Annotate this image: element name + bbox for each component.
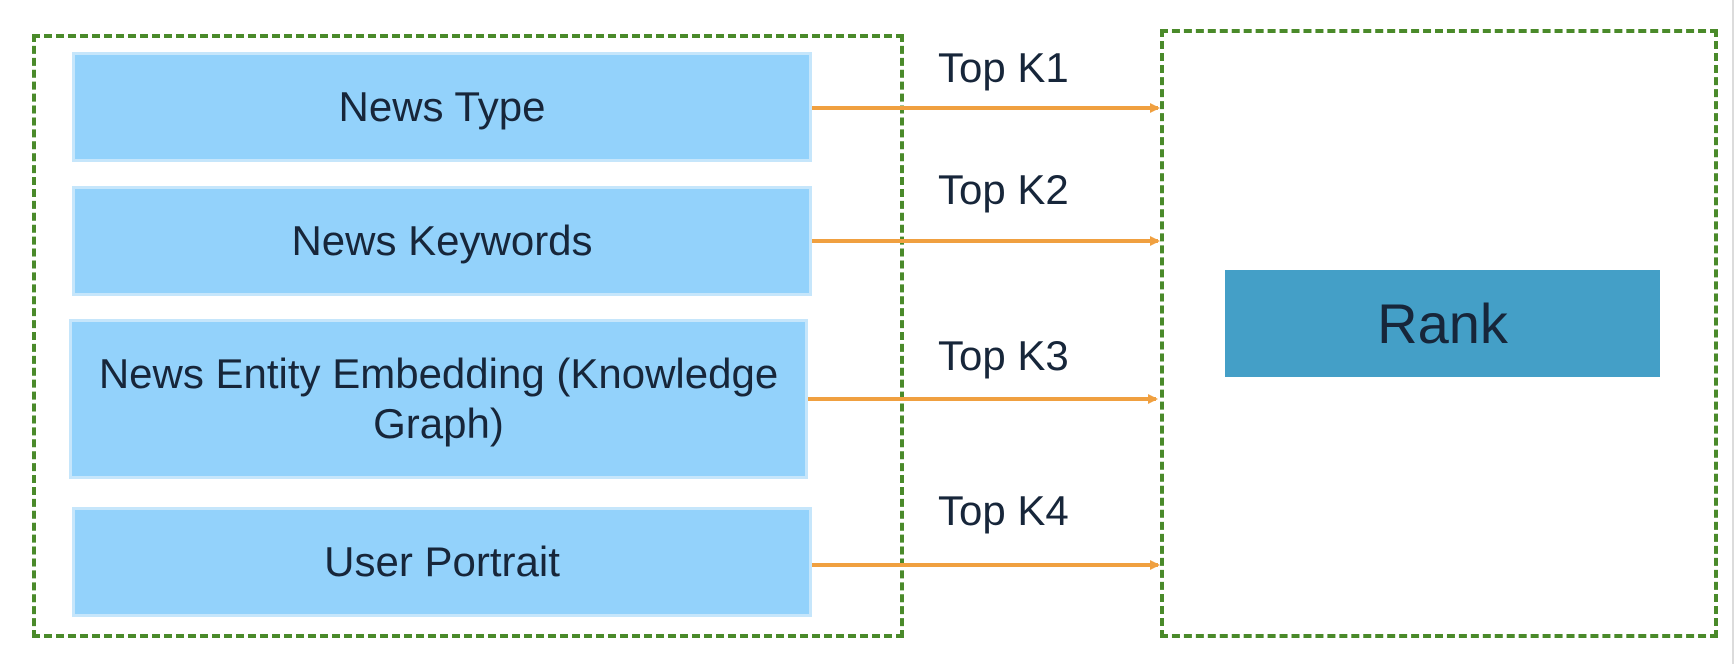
news-type-box: News Type <box>72 52 812 162</box>
page-edge-divider <box>1732 0 1734 664</box>
edge-label-k4: Top K4 <box>938 487 1069 534</box>
news-keywords-label: News Keywords <box>291 216 593 264</box>
news-entity-embedding-box: News Entity Embedding (Knowledge Graph) <box>69 319 808 479</box>
edge-label-k2: Top K2 <box>938 166 1069 213</box>
user-portrait-box: User Portrait <box>72 507 812 617</box>
news-entity-embedding-label: News Entity Embedding (Knowledge Graph) <box>98 349 779 447</box>
edge-label-k3: Top K3 <box>938 332 1069 379</box>
edge-label-k1: Top K1 <box>938 44 1069 91</box>
rank-box: Rank <box>1225 270 1660 377</box>
sources-group <box>32 34 904 638</box>
rank-label: Rank <box>1377 292 1508 355</box>
news-keywords-box: News Keywords <box>72 186 812 296</box>
rank-group <box>1160 29 1718 638</box>
news-type-label: News Type <box>338 82 546 130</box>
user-portrait-label: User Portrait <box>324 537 560 585</box>
